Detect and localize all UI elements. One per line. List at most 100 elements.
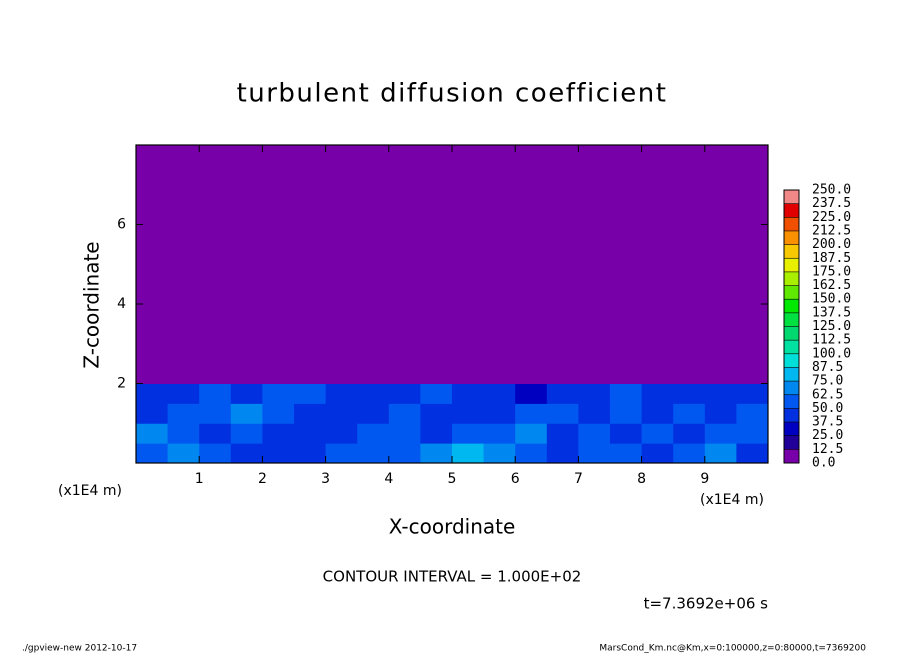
heatmap-cell (704, 443, 737, 464)
heatmap-cell (578, 403, 611, 424)
colorbar-label: 112.5 (812, 333, 851, 348)
heatmap-cell (641, 145, 674, 384)
colorbar-swatch (784, 217, 799, 231)
colorbar-swatch (784, 408, 799, 423)
heatmap-cell (136, 443, 169, 464)
colorbar-label: 87.5 (812, 360, 843, 375)
heatmap-cell (136, 423, 169, 444)
colorbar-swatch (784, 203, 799, 218)
colorbar-swatch (784, 258, 799, 272)
heatmap-cell (230, 423, 263, 444)
heatmap-cell (420, 145, 453, 384)
heatmap-cell (610, 383, 643, 404)
heatmap-cell (294, 383, 327, 404)
heatmap-cell (167, 423, 200, 444)
heatmap-cell (420, 443, 453, 464)
colorbar-label: 200.0 (812, 237, 851, 252)
colorbar-label: 0.0 (812, 456, 835, 471)
heatmap-cell (199, 383, 232, 404)
heatmap-cell (704, 423, 737, 444)
heatmap-cell (483, 403, 516, 424)
heatmap-cell (357, 383, 390, 404)
heatmap-cell (610, 145, 643, 384)
heatmap-cell (578, 145, 611, 384)
heatmap-cell (704, 145, 737, 384)
colorbar-swatch (784, 394, 799, 409)
heatmap-cell (136, 383, 169, 404)
heatmap-cell (641, 383, 674, 404)
heatmap-cell (483, 423, 516, 444)
x-tick-label: 5 (448, 471, 457, 487)
colorbar-label: 150.0 (812, 292, 851, 307)
heatmap-cell (515, 403, 548, 424)
colorbar-swatch (784, 367, 799, 382)
heatmap-cell (325, 145, 358, 384)
colorbar-label: 12.5 (812, 442, 843, 457)
time-label: t=7.3692e+06 s (644, 595, 769, 613)
colorbar-swatch (784, 381, 799, 395)
colorbar-label: 175.0 (812, 264, 851, 279)
heatmap-cell (230, 383, 263, 404)
heatmap-cell (483, 383, 516, 404)
colorbar-label: 50.0 (812, 401, 843, 416)
heatmap-cell (357, 423, 390, 444)
heatmap-cell (736, 383, 769, 404)
x-tick-label: 8 (637, 471, 646, 487)
heatmap-cell (420, 383, 453, 404)
colorbar-swatch (784, 230, 799, 245)
heatmap-cell (736, 403, 769, 424)
heatmap-cell (578, 423, 611, 444)
colorbar-label: 250.0 (812, 183, 851, 198)
heatmap-cell (136, 145, 169, 384)
x-tick-label: 4 (384, 471, 393, 487)
heatmap-cell (357, 443, 390, 464)
colorbar-label: 125.0 (812, 319, 851, 334)
colorbar-label: 225.0 (812, 210, 851, 225)
heatmap-cell (388, 443, 421, 464)
colorbar-label: 25.0 (812, 428, 843, 443)
colorbar-label: 37.5 (812, 415, 843, 430)
heatmap-cell (167, 145, 200, 384)
heatmap-cell (199, 403, 232, 424)
heatmap-cell (325, 443, 358, 464)
x-tick-label: 7 (574, 471, 583, 487)
colorbar-swatch (784, 285, 799, 300)
x-tick-label: 2 (258, 471, 267, 487)
heatmap-cell (515, 145, 548, 384)
colorbar-swatch (784, 312, 799, 327)
colorbar-label: 237.5 (812, 196, 851, 211)
heatmap-cell (736, 145, 769, 384)
heatmap-cell (673, 145, 706, 384)
colorbar-swatch (784, 449, 799, 463)
colorbar-label: 187.5 (812, 251, 851, 266)
heatmap-cell (673, 383, 706, 404)
heatmap-cell (325, 403, 358, 424)
heatmap-cell (546, 443, 579, 464)
x-tick-label: 6 (511, 471, 520, 487)
heatmap-cell (294, 145, 327, 384)
heatmap-cell (515, 383, 548, 404)
heatmap-cell (736, 443, 769, 464)
heatmap-cell (262, 383, 295, 404)
y-tick-label: 2 (117, 376, 126, 392)
heatmap-cell (673, 403, 706, 424)
footer-right: MarsCond_Km.nc@Km,x=0:100000,z=0:80000,t… (599, 644, 866, 654)
x-tick-label: 3 (321, 471, 330, 487)
y-tick-label: 4 (117, 296, 126, 312)
colorbar-swatch (784, 190, 799, 204)
heatmap-cell (262, 443, 295, 464)
heatmap-cell (230, 443, 263, 464)
heatmap-cell (546, 145, 579, 384)
colorbar-swatch (784, 353, 799, 368)
heatmap-cell (546, 403, 579, 424)
y-unit: (x1E4 m) (58, 483, 122, 499)
x-axis-label: X-coordinate (389, 515, 516, 539)
colorbar-label: 137.5 (812, 305, 851, 320)
colorbar-label: 62.5 (812, 387, 843, 402)
colorbar-swatch (784, 244, 799, 259)
heatmap-cell (167, 443, 200, 464)
heatmap-cell (388, 403, 421, 424)
heatmap-cell (515, 443, 548, 464)
heatmap-cell (420, 403, 453, 424)
heatmap-cell (546, 383, 579, 404)
